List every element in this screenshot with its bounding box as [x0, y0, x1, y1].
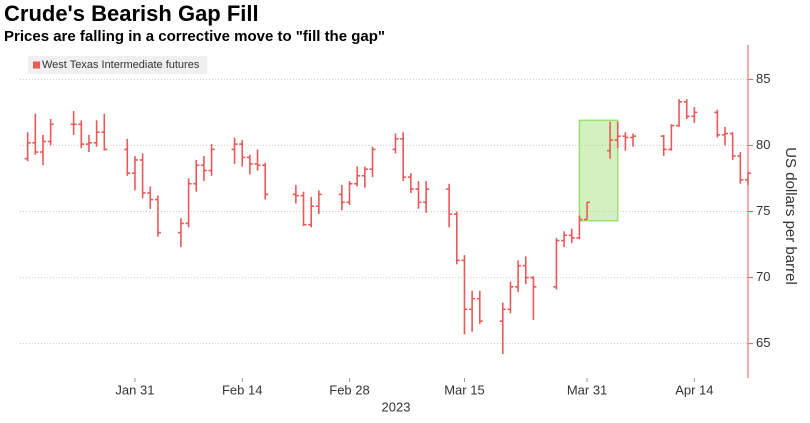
x-tick-label: Mar 31	[567, 382, 607, 397]
legend-swatch	[33, 61, 40, 69]
y-tick-label: 80	[756, 137, 770, 152]
chart-title: Crude's Bearish Gap Fill	[4, 1, 259, 26]
y-axis-label: US dollars per barrel	[782, 147, 799, 285]
y-tick-label: 75	[756, 203, 770, 218]
chart-subtitle: Prices are falling in a corrective move …	[4, 28, 385, 45]
y-tick-label: 65	[756, 335, 770, 350]
x-tick-label: Feb 14	[222, 382, 262, 397]
legend-box	[28, 56, 208, 74]
x-axis-label: 2023	[382, 399, 411, 414]
x-tick-label: Mar 15	[444, 382, 484, 397]
gap-highlight	[578, 119, 619, 222]
x-tick-label: Jan 31	[115, 382, 154, 397]
legend-label: West Texas Intermediate futures	[42, 59, 200, 71]
y-tick-label: 85	[756, 71, 770, 86]
y-tick-label: 70	[756, 269, 770, 284]
x-tick-label: Apr 14	[675, 382, 713, 397]
x-tick-label: Feb 28	[329, 382, 369, 397]
